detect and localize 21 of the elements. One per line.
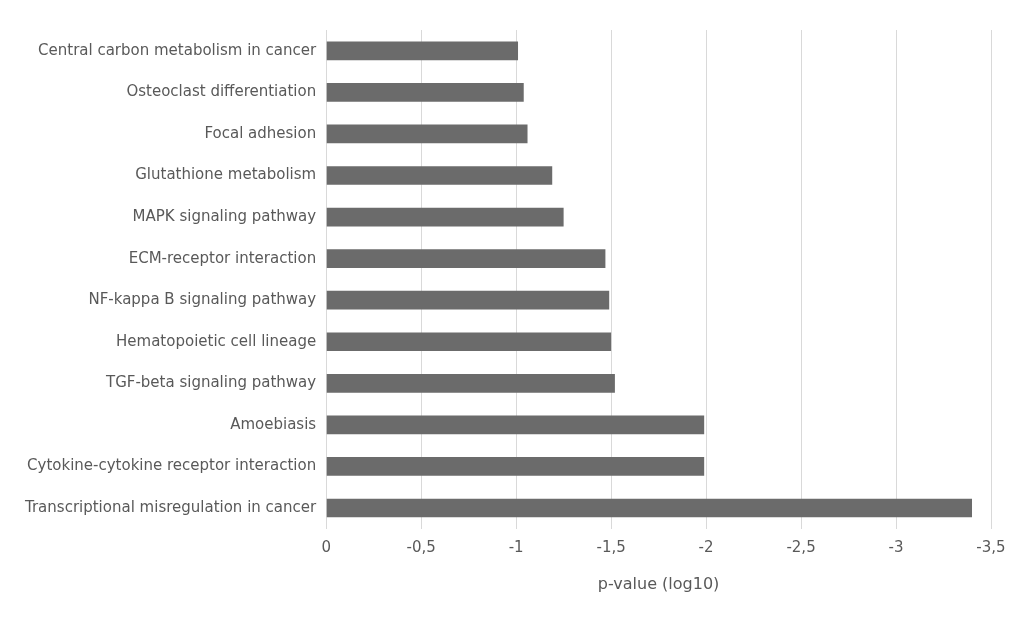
x-tick-label: -2 (698, 537, 714, 556)
y-tick-label: MAPK signaling pathway (132, 206, 317, 225)
y-tick-label: Focal adhesion (204, 123, 317, 142)
x-tick-label: -3 (888, 537, 904, 556)
y-tick-label: Hematopoietic cell lineage (116, 331, 317, 350)
x-tick-label: 0 (321, 537, 331, 556)
y-tick-label: NF-kappa B signaling pathway (88, 290, 317, 309)
x-tick-label: -3,5 (976, 537, 1006, 556)
y-tick-label: Cytokine-cytokine receptor interaction (27, 456, 317, 475)
x-tick-label: -1,5 (596, 537, 626, 556)
x-tick-label: -2,5 (786, 537, 816, 556)
y-tick-label: Central carbon metabolism in cancer (38, 40, 318, 59)
x-axis-title: p-value (log10) (597, 573, 720, 593)
y-tick-label: Transcriptional misregulation in cancer (23, 497, 318, 516)
y-tick-label: TGF-beta signaling pathway (104, 373, 317, 392)
x-tick-label: -0,5 (406, 537, 436, 556)
x-tick-label: -1 (508, 537, 524, 556)
y-tick-label: Osteoclast differentiation (126, 82, 317, 101)
y-tick-label: Glutathione metabolism (135, 165, 317, 184)
y-tick-label: Amoebiasis (230, 414, 317, 433)
y-tick-label: ECM-receptor interaction (128, 248, 317, 267)
